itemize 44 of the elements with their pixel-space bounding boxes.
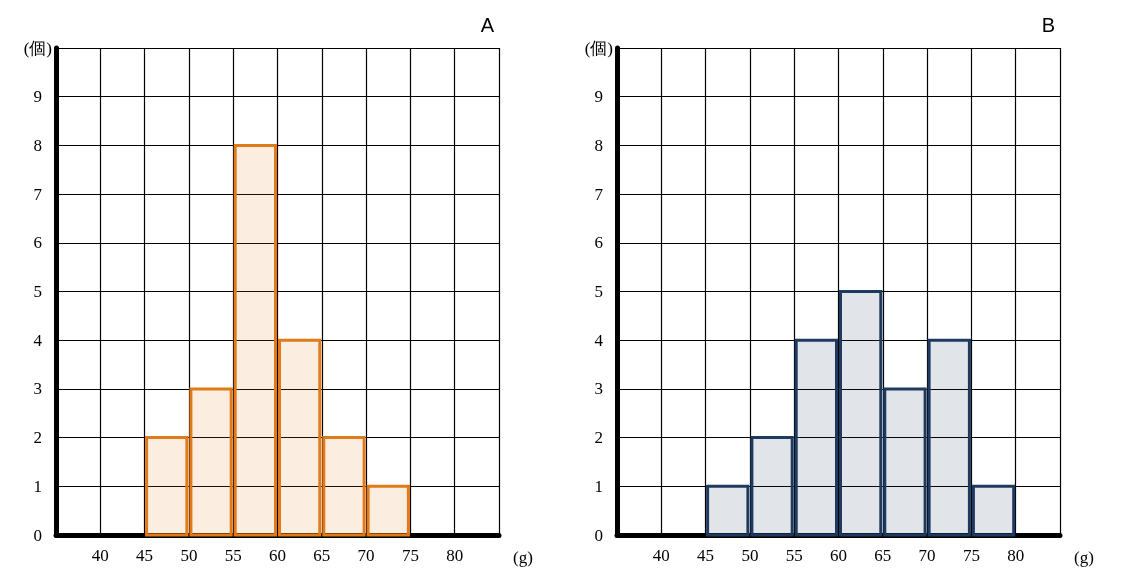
- y-tick-label: 2: [594, 428, 603, 448]
- chart-title: B: [1041, 14, 1055, 36]
- chart-title: A: [480, 14, 495, 36]
- y-tick-label: 7: [594, 184, 604, 204]
- x-tick-label: 40: [652, 546, 670, 565]
- x-tick-label: 40: [91, 546, 109, 565]
- x-tick-label: 45: [136, 546, 154, 565]
- y-tick-label: 5: [33, 282, 42, 301]
- y-tick-label: 7: [33, 184, 43, 204]
- y-tick-label: 4: [594, 330, 604, 350]
- y-tick-label: 6: [594, 233, 603, 253]
- x-tick-label: 50: [180, 546, 198, 565]
- y-tick-label: 3: [594, 379, 603, 399]
- y-tick-label: 5: [594, 282, 603, 301]
- y-tick-label: 9: [594, 87, 603, 107]
- x-tick-label: 55: [785, 546, 803, 565]
- y-tick-label: 2: [33, 428, 42, 448]
- y-tick-label: 6: [33, 233, 42, 253]
- x-tick-label: 70: [357, 546, 375, 565]
- x-tick-label: 60: [269, 546, 286, 565]
- y-axis-title: (個): [584, 38, 613, 58]
- y-tick-label: 0: [594, 525, 603, 545]
- x-tick-label: 50: [741, 546, 759, 565]
- y-axis-title: (個): [23, 38, 52, 58]
- x-tick-label: 45: [697, 546, 715, 565]
- y-tick-label: 3: [33, 379, 42, 399]
- x-tick-label: 65: [874, 546, 892, 565]
- x-tick-label: 65: [313, 546, 331, 565]
- y-tick-label: 1: [594, 476, 603, 496]
- y-tick-label: 1: [33, 476, 42, 496]
- x-tick-label: 70: [918, 546, 936, 565]
- x-tick-label: 80: [1007, 546, 1025, 565]
- x-tick-label: 75: [962, 546, 980, 565]
- y-tick-label: 0: [33, 525, 42, 545]
- y-tick-label: 9: [33, 87, 42, 107]
- x-tick-label: 55: [224, 546, 242, 565]
- y-tick-label: 8: [594, 135, 603, 155]
- x-tick-label: 60: [830, 546, 847, 565]
- x-axis-title: (g): [513, 548, 533, 567]
- y-tick-label: 4: [33, 330, 43, 350]
- x-tick-label: 80: [446, 546, 464, 565]
- y-tick-label: 8: [33, 135, 42, 155]
- x-axis-title: (g): [1074, 548, 1094, 567]
- x-tick-label: 75: [401, 546, 419, 565]
